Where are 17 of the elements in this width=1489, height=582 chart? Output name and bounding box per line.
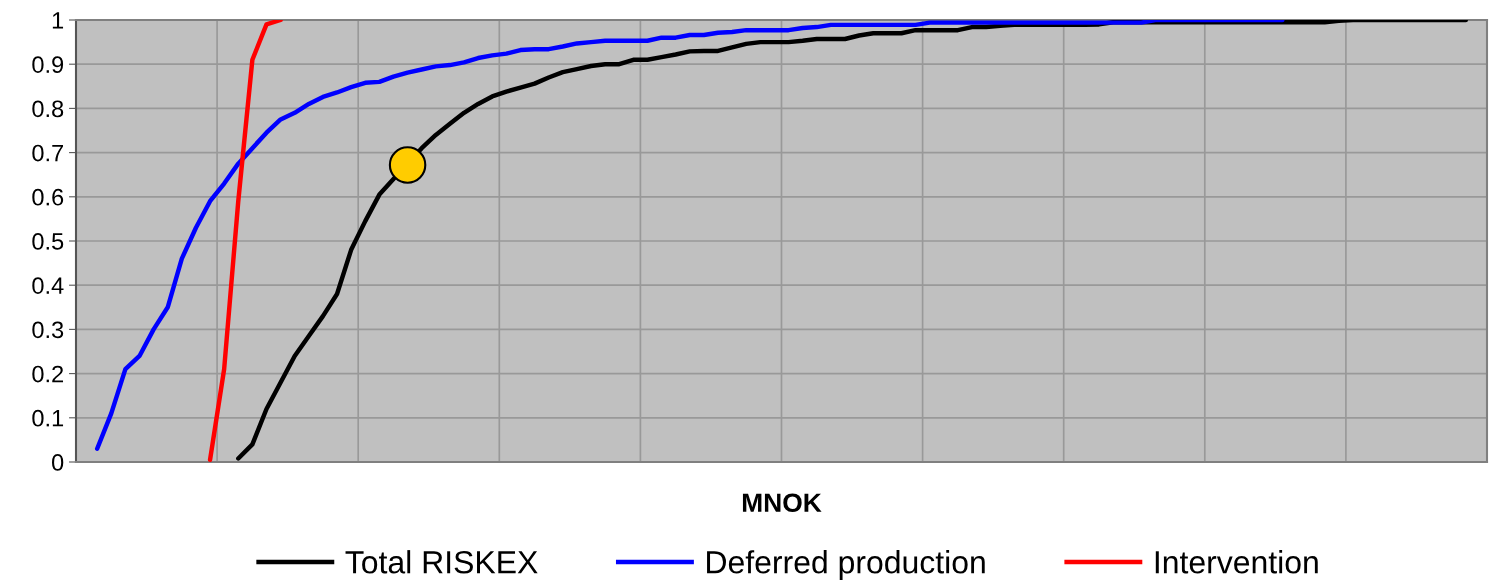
y-tick-label: 0.3 bbox=[32, 321, 64, 339]
y-tick-label: 0.6 bbox=[32, 188, 64, 206]
legend-label: Intervention bbox=[1155, 550, 1318, 574]
y-tick-label: 0.7 bbox=[32, 144, 64, 162]
y-tick-label: 0.9 bbox=[32, 56, 64, 73]
y-tick-label: 0 bbox=[51, 454, 64, 471]
legend-label: Total RISKEX bbox=[345, 550, 538, 574]
y-tick-label: 1 bbox=[52, 12, 64, 29]
x-axis-title: MNOK bbox=[742, 493, 822, 513]
y-tick-label: 0.8 bbox=[32, 100, 64, 118]
line-series bbox=[94, 20, 1285, 451]
line-series bbox=[207, 20, 283, 462]
y-tick-label: 0.4 bbox=[32, 277, 64, 294]
y-tick-label: 0.1 bbox=[32, 409, 64, 427]
y-tick-label: 0.2 bbox=[32, 365, 64, 383]
legend-label: Deferred production bbox=[707, 550, 985, 580]
y-tick-label: 0.5 bbox=[32, 233, 64, 250]
